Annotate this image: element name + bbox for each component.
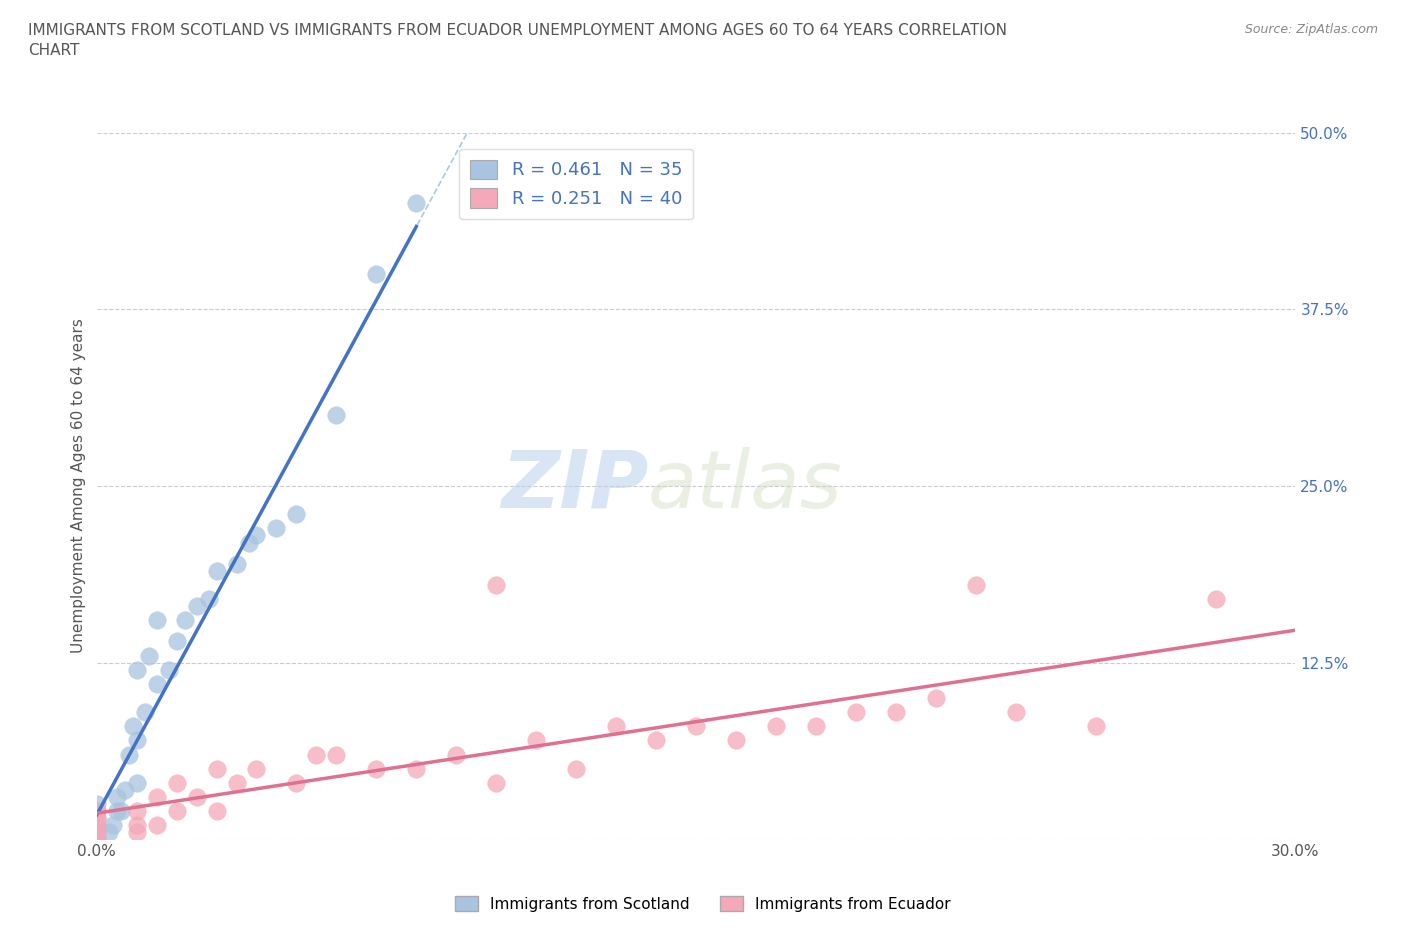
Point	[86, 811, 108, 826]
Point	[145, 817, 167, 832]
Point	[186, 790, 208, 804]
Point	[325, 408, 347, 423]
Point	[117, 747, 139, 762]
Point	[245, 528, 267, 543]
Point	[485, 776, 508, 790]
Point	[173, 613, 195, 628]
Point	[125, 662, 148, 677]
Point	[925, 691, 948, 706]
Point	[125, 733, 148, 748]
Point	[86, 811, 108, 826]
Point	[86, 797, 108, 812]
Point	[645, 733, 668, 748]
Point	[86, 832, 108, 847]
Point	[1205, 591, 1227, 606]
Point	[166, 634, 188, 649]
Point	[605, 719, 627, 734]
Point	[121, 719, 143, 734]
Point	[724, 733, 747, 748]
Point	[685, 719, 707, 734]
Point	[125, 804, 148, 818]
Text: Source: ZipAtlas.com: Source: ZipAtlas.com	[1244, 23, 1378, 36]
Point	[114, 782, 136, 797]
Point	[105, 804, 128, 818]
Point	[285, 776, 308, 790]
Text: atlas: atlas	[648, 447, 842, 525]
Point	[238, 535, 260, 550]
Point	[366, 267, 388, 282]
Point	[485, 578, 508, 592]
Point	[186, 599, 208, 614]
Point	[405, 762, 427, 777]
Point	[86, 825, 108, 840]
Point	[325, 747, 347, 762]
Legend: R = 0.461   N = 35, R = 0.251   N = 40: R = 0.461 N = 35, R = 0.251 N = 40	[460, 149, 693, 219]
Point	[197, 591, 219, 606]
Point	[86, 832, 108, 847]
Point	[125, 776, 148, 790]
Point	[884, 705, 907, 720]
Point	[565, 762, 588, 777]
Point	[845, 705, 868, 720]
Point	[366, 762, 388, 777]
Point	[105, 790, 128, 804]
Point	[765, 719, 787, 734]
Point	[524, 733, 547, 748]
Point	[86, 817, 108, 832]
Point	[1004, 705, 1026, 720]
Point	[86, 817, 108, 832]
Point	[157, 662, 180, 677]
Point	[266, 521, 288, 536]
Point	[166, 776, 188, 790]
Point	[225, 556, 247, 571]
Point	[145, 790, 167, 804]
Point	[110, 804, 132, 818]
Point	[965, 578, 987, 592]
Point	[225, 776, 247, 790]
Point	[446, 747, 468, 762]
Point	[205, 762, 228, 777]
Point	[245, 762, 267, 777]
Point	[134, 705, 156, 720]
Point	[285, 507, 308, 522]
Point	[86, 825, 108, 840]
Point	[86, 804, 108, 818]
Point	[145, 613, 167, 628]
Point	[405, 196, 427, 211]
Point	[804, 719, 827, 734]
Point	[166, 804, 188, 818]
Point	[101, 817, 124, 832]
Point	[125, 817, 148, 832]
Point	[145, 676, 167, 691]
Point	[125, 825, 148, 840]
Point	[205, 804, 228, 818]
Text: ZIP: ZIP	[501, 447, 648, 525]
Text: IMMIGRANTS FROM SCOTLAND VS IMMIGRANTS FROM ECUADOR UNEMPLOYMENT AMONG AGES 60 T: IMMIGRANTS FROM SCOTLAND VS IMMIGRANTS F…	[28, 23, 1007, 58]
Y-axis label: Unemployment Among Ages 60 to 64 years: Unemployment Among Ages 60 to 64 years	[72, 319, 86, 654]
Point	[86, 804, 108, 818]
Point	[305, 747, 328, 762]
Point	[138, 648, 160, 663]
Legend: Immigrants from Scotland, Immigrants from Ecuador: Immigrants from Scotland, Immigrants fro…	[449, 889, 957, 918]
Point	[1084, 719, 1107, 734]
Point	[205, 564, 228, 578]
Point	[97, 825, 120, 840]
